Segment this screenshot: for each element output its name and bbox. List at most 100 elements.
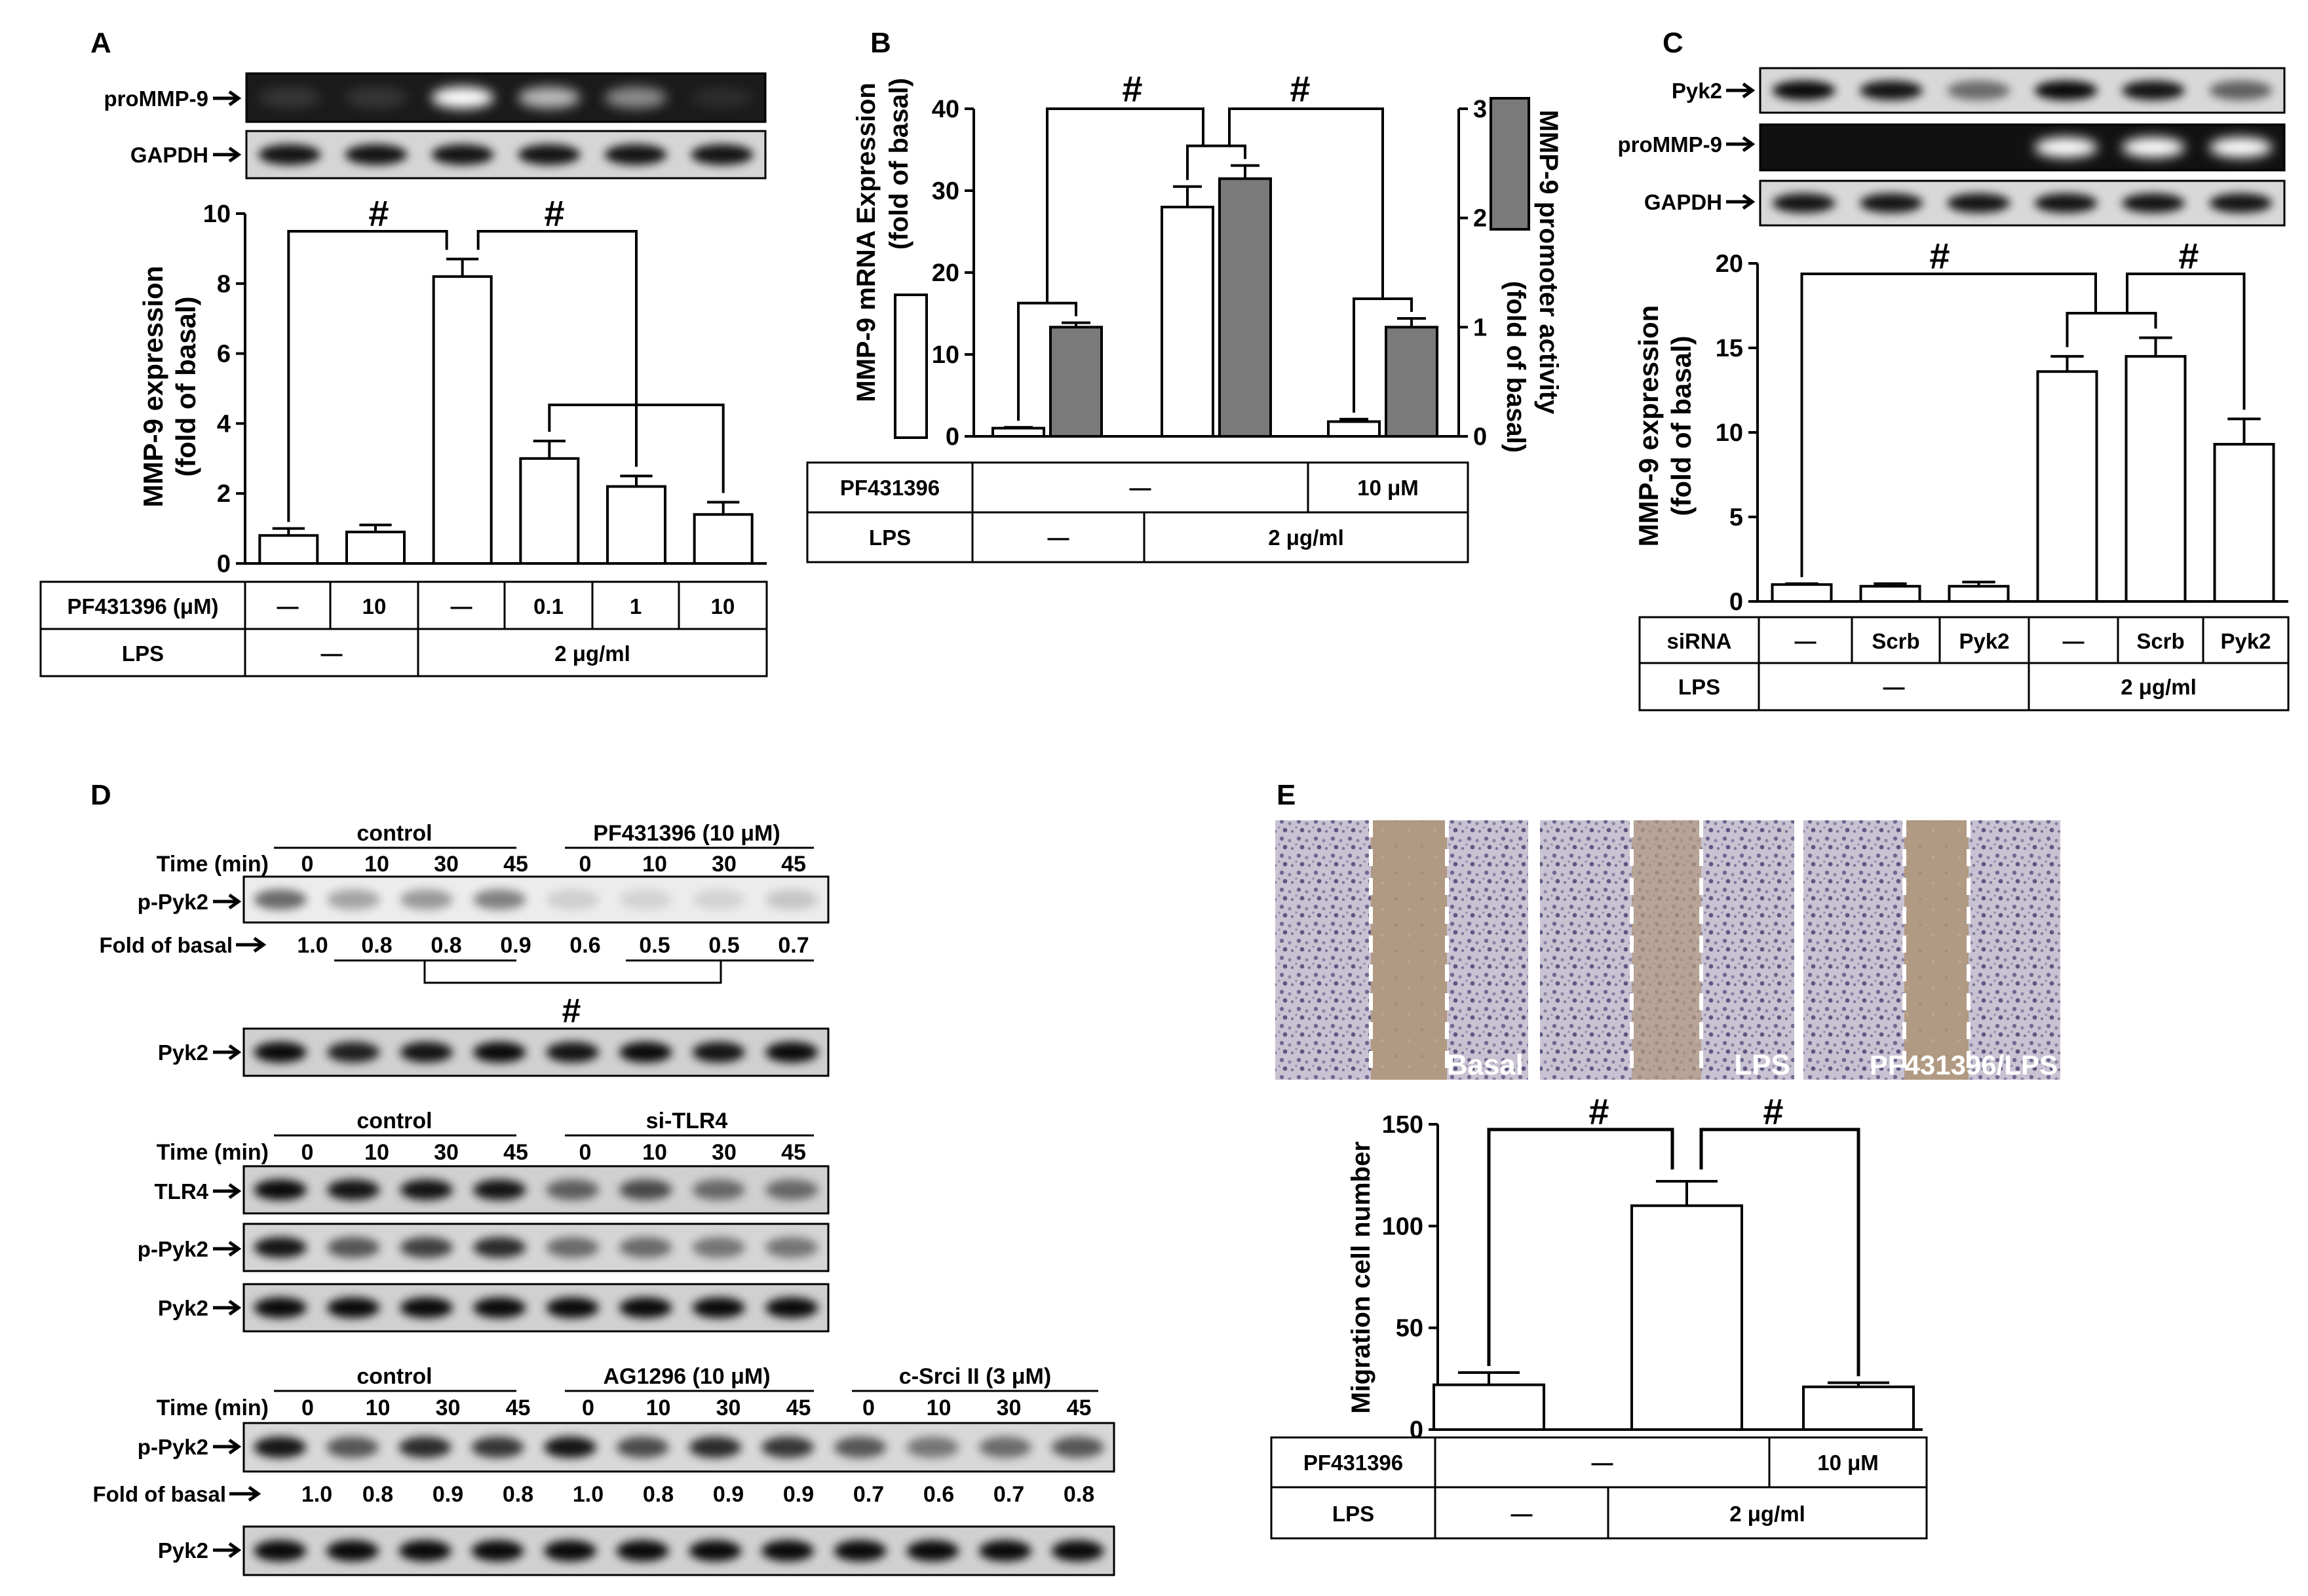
bar-mrna	[1161, 206, 1214, 438]
arrow-icon	[229, 1485, 261, 1502]
time-value: 45	[786, 1396, 811, 1420]
blot-band	[473, 1179, 526, 1200]
blot-band	[2122, 193, 2185, 213]
blot-a	[245, 72, 767, 180]
y-axis-label-c-line2: (fold of basal)	[1666, 335, 1697, 516]
fold-value: 0.8	[643, 1482, 674, 1507]
blot-d2-tlr4	[242, 1165, 830, 1215]
blot-band	[906, 1436, 959, 1458]
blot-band	[979, 1540, 1031, 1562]
time-value: 0	[582, 1396, 594, 1420]
time-value: 10	[642, 852, 667, 877]
time-value: 0	[301, 1396, 314, 1420]
significance-hash: #	[1122, 68, 1142, 109]
blot-d3-pyk2	[242, 1525, 1115, 1576]
blot-band	[518, 86, 581, 109]
y-tick-label: 4	[217, 410, 231, 438]
blot-band	[619, 1042, 672, 1063]
blot-label-pyk2: Pyk2	[1672, 79, 1722, 103]
blot-band	[398, 1436, 452, 1458]
blot-band	[1947, 81, 2010, 100]
significance-bracket	[476, 230, 638, 467]
time-value: 0	[862, 1396, 875, 1420]
table-a-cell: —	[321, 641, 343, 666]
fold-label: Fold of basal	[92, 1482, 226, 1506]
blot-frame	[1759, 123, 2286, 172]
arrow-icon	[1726, 82, 1756, 99]
blot-band	[327, 1297, 380, 1318]
table-c-cell: Pyk2	[2220, 629, 2271, 653]
panel-e: Basal LPS PF431396/LPS 0 50 100 150 # # Migra…	[1270, 820, 2060, 1540]
blot-label-ppyk2: p-Pyk2	[138, 1435, 208, 1459]
blot-band	[2034, 193, 2098, 213]
blot-band	[546, 1297, 599, 1318]
blot-band	[546, 1237, 599, 1258]
table-e: PF431396 LPS — 10 μM — 2 μg/ml	[1270, 1436, 1928, 1540]
y-axis-right-label-b-line2: (fold of basal)	[1501, 281, 1530, 453]
table-c-cell: Scrb	[1872, 629, 1919, 653]
blot-band	[327, 1042, 380, 1063]
blot-d1-ppyk2	[242, 875, 830, 924]
arrow-icon	[213, 1542, 242, 1559]
blot-c	[1759, 67, 2286, 227]
blot-frame	[245, 72, 767, 123]
table-b-cell: —	[1130, 476, 1151, 500]
blot-band	[692, 1237, 745, 1258]
y-axis-label-a-line1: MMP-9 expression	[138, 266, 168, 508]
blot-band	[1947, 193, 2010, 213]
blot-frame	[242, 1525, 1115, 1576]
image-label-pf431396-lps: PF431396/LPS	[1870, 1050, 2058, 1080]
blot-band	[765, 1042, 818, 1063]
y-tick-label: 5	[1729, 504, 1743, 531]
blot-band	[2122, 81, 2185, 100]
arrow-icon	[1726, 193, 1756, 210]
time-value: 45	[1067, 1396, 1092, 1420]
bar	[693, 513, 754, 565]
y-tick-label: 15	[1716, 335, 1743, 362]
fold-value: 0.8	[362, 1482, 393, 1507]
blot-d2-ppyk2	[242, 1223, 830, 1272]
blot-band	[906, 1540, 959, 1562]
fold-row: 1.0 0.8 0.9 0.8 1.0 0.8 0.9 0.9 0.7 0.6 0.7 0.8	[301, 1482, 1094, 1507]
fold-value: 0.7	[778, 933, 809, 958]
blot-label-gapdh: GAPDH	[1644, 190, 1722, 214]
time-value: 10	[364, 1140, 389, 1165]
group-label-pf431396: PF431396 (10 μM)	[593, 821, 780, 846]
table-b-cell: —	[1048, 525, 1069, 550]
group-bracket	[2066, 312, 2157, 347]
time-value: 0	[301, 852, 314, 877]
time-value: 30	[434, 852, 459, 877]
time-value: 10	[364, 852, 389, 877]
time-value: 10	[927, 1396, 952, 1420]
blot-label-ppyk2: p-Pyk2	[138, 1237, 208, 1261]
bar-promoter	[1385, 326, 1438, 438]
blot-band	[616, 1436, 669, 1458]
blot-band	[765, 1297, 818, 1318]
table-a-cell: 10	[362, 594, 387, 618]
y-tick-label: 20	[1716, 250, 1743, 278]
blot-label-pyk2: Pyk2	[158, 1538, 208, 1563]
y-tick-label: 50	[1396, 1315, 1423, 1342]
table-a-row2-label: LPS	[122, 641, 164, 666]
arrow-icon	[213, 1299, 242, 1316]
y2-tick-label: 3	[1473, 96, 1487, 123]
table-e-row1-label: PF431396	[1303, 1451, 1403, 1475]
significance-hash: #	[368, 193, 389, 234]
fold-value: 0.9	[713, 1482, 744, 1507]
fold-value: 0.7	[993, 1482, 1024, 1507]
fold-value: 1.0	[573, 1482, 604, 1507]
fold-value: 0.6	[569, 933, 600, 958]
bar	[1859, 584, 1921, 603]
y2-tick-label: 0	[1473, 423, 1487, 451]
group-label-ag1296: AG1296 (10 μM)	[603, 1364, 770, 1389]
table-c-cell: —	[1883, 675, 1905, 699]
blot-band	[398, 1540, 452, 1562]
fold-value: 1.0	[297, 933, 328, 958]
image-label-lps: LPS	[1734, 1049, 1790, 1081]
bar-mrna	[1327, 420, 1381, 438]
bar-promoter	[1049, 326, 1103, 438]
blot-band	[691, 86, 754, 109]
panel-a: proMMP-9 GAPDH 0 2 4 6 8 10 # # MMP-9 expressio…	[39, 72, 768, 677]
fold-value: 0.8	[431, 933, 461, 958]
table-c: siRNA LPS — Scrb Pyk2 — Scrb Pyk2 — 2 μg…	[1638, 616, 2290, 712]
